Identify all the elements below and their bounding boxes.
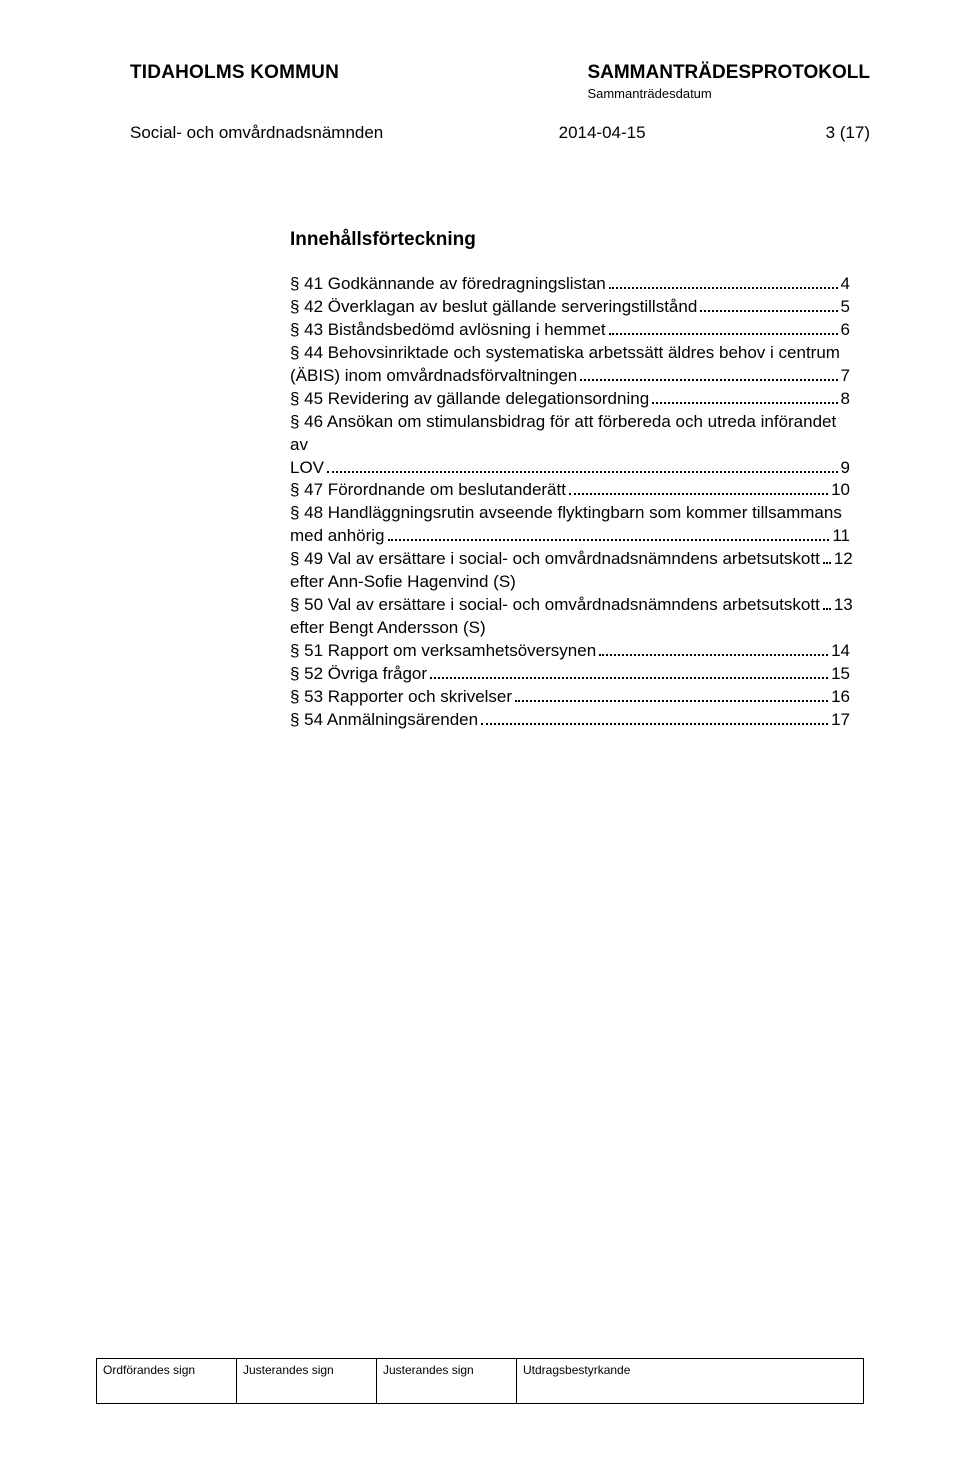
toc-text: § 43 Biståndsbedömd avlösning i hemmet [290,319,606,342]
content: Innehållsförteckning § 41 Godkännande av… [290,229,850,732]
toc-page: 13 [834,594,853,617]
header-row: TIDAHOLMS KOMMUN SAMMANTRÄDESPROTOKOLL S… [130,62,870,101]
page: TIDAHOLMS KOMMUN SAMMANTRÄDESPROTOKOLL S… [0,0,960,1464]
toc-entry: § 53 Rapporter och skrivelser 16 [290,686,850,709]
toc-entry: § 47 Förordnande om beslutanderätt 10 [290,479,850,502]
leader-dots [700,298,837,312]
leader-dots [823,551,831,565]
toc-text: § 51 Rapport om verksamhetsöversynen [290,640,596,663]
toc-page: 8 [841,388,850,411]
toc-page: 15 [831,663,850,686]
leader-dots [652,390,837,404]
toc-text: med anhörig [290,525,385,548]
footer-cell-utdrag: Utdragsbestyrkande [517,1359,863,1403]
toc-subnote: efter Bengt Andersson (S) [290,617,850,640]
committee-name: Social- och omvårdnadsnämnden [130,123,383,143]
protocol-title: SAMMANTRÄDESPROTOKOLL [587,62,870,84]
leader-dots [609,321,838,335]
leader-dots [609,275,838,289]
toc-entry: LOV 9 [290,457,850,480]
toc-page: 14 [831,640,850,663]
leader-dots [823,597,831,611]
header-row-2: Social- och omvårdnadsnämnden 2014-04-15… [130,123,870,143]
meeting-date: 2014-04-15 [559,123,646,143]
toc-text: § 50 Val av ersättare i social- och omvå… [290,594,820,617]
signature-footer: Ordförandes sign Justerandes sign Juster… [96,1358,864,1404]
leader-dots [481,711,828,725]
org-name: TIDAHOLMS KOMMUN [130,62,339,84]
toc-text: § 42 Överklagan av beslut gällande serve… [290,296,697,319]
toc-entry: § 49 Val av ersättare i social- och omvå… [290,548,850,571]
leader-dots [599,642,828,656]
toc-entry: § 45 Revidering av gällande delegationso… [290,388,850,411]
toc-entry: § 42 Överklagan av beslut gällande serve… [290,296,850,319]
toc-entry-wrap: § 46 Ansökan om stimulansbidrag för att … [290,411,850,457]
toc-entry: (ÄBIS) inom omvårdnadsförvaltningen 7 [290,365,850,388]
toc-text: § 54 Anmälningsärenden [290,709,478,732]
header-right: SAMMANTRÄDESPROTOKOLL Sammanträdesdatum [587,62,870,101]
toc-page: 10 [831,479,850,502]
toc-entry: § 51 Rapport om verksamhetsöversynen 14 [290,640,850,663]
toc-text: § 47 Förordnande om beslutanderätt [290,479,566,502]
footer-cell-ordforande: Ordförandes sign [97,1359,237,1403]
leader-dots [430,665,828,679]
toc-text: LOV [290,457,324,480]
toc-page: 11 [832,525,850,548]
toc-entry: med anhörig 11 [290,525,850,548]
leader-dots [327,459,838,473]
toc-text: § 45 Revidering av gällande delegationso… [290,388,649,411]
footer-cell-justerande-1: Justerandes sign [237,1359,377,1403]
toc-entry: § 50 Val av ersättare i social- och omvå… [290,594,850,617]
toc-page: 5 [841,296,850,319]
toc-page: 7 [841,365,850,388]
toc-subnote: efter Ann-Sofie Hagenvind (S) [290,571,850,594]
date-page: 2014-04-15 3 (17) [559,123,870,143]
toc-entry-wrap: § 48 Handläggningsrutin avseende flyktin… [290,502,850,525]
toc-entry: § 43 Biståndsbedömd avlösning i hemmet 6 [290,319,850,342]
toc-text: (ÄBIS) inom omvårdnadsförvaltningen [290,365,577,388]
leader-dots [515,688,828,702]
page-number: 3 (17) [826,123,870,143]
leader-dots [580,367,837,381]
toc-page: 17 [831,709,850,732]
protocol-sub: Sammanträdesdatum [587,86,870,101]
toc-entry: § 54 Anmälningsärenden 17 [290,709,850,732]
toc-page: 4 [841,273,850,296]
toc-page: 9 [841,457,850,480]
leader-dots [569,482,828,496]
toc-entry: § 52 Övriga frågor 15 [290,663,850,686]
toc-text: § 52 Övriga frågor [290,663,427,686]
toc-title: Innehållsförteckning [290,229,850,251]
toc-page: 16 [831,686,850,709]
leader-dots [388,528,830,542]
toc-text: § 49 Val av ersättare i social- och omvå… [290,548,820,571]
toc-text: § 53 Rapporter och skrivelser [290,686,512,709]
toc-entry: § 41 Godkännande av föredragningslistan … [290,273,850,296]
toc-text: § 41 Godkännande av föredragningslistan [290,273,606,296]
toc-entry-wrap: § 44 Behovsinriktade och systematiska ar… [290,342,850,365]
toc-page: 12 [834,548,853,571]
footer-cell-justerande-2: Justerandes sign [377,1359,517,1403]
toc-page: 6 [841,319,850,342]
